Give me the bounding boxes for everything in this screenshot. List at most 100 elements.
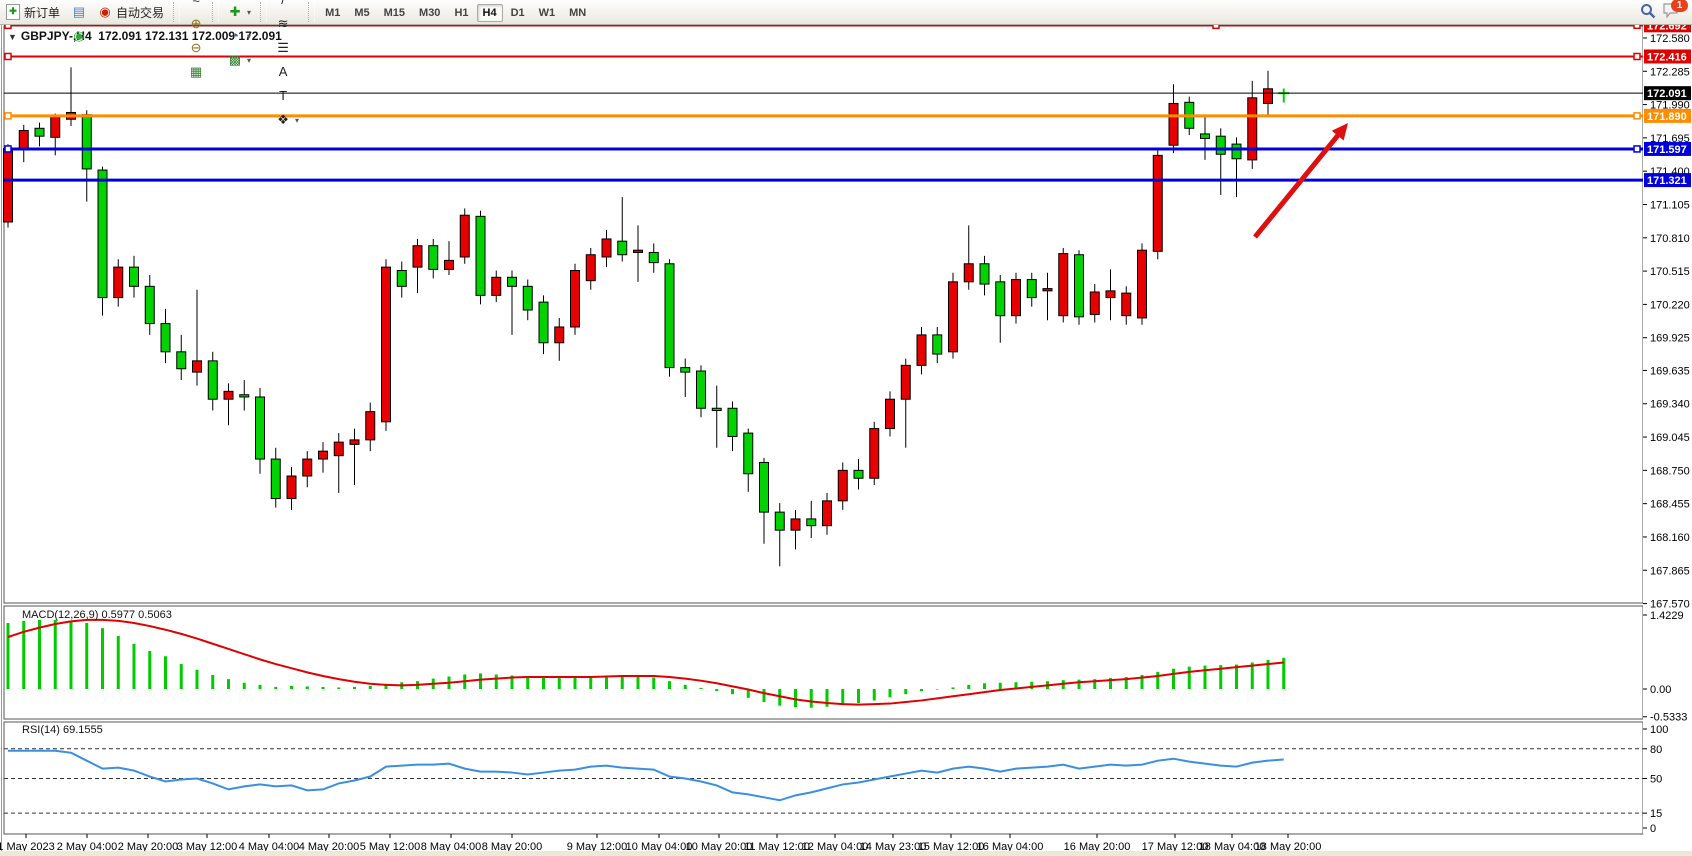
chart-dropdown-icon[interactable]: ▼ bbox=[8, 32, 17, 42]
hline-objects[interactable] bbox=[4, 25, 1643, 182]
price-tick: 167.865 bbox=[1650, 565, 1690, 577]
price-tick: 170.515 bbox=[1650, 266, 1690, 278]
timeframe-m15[interactable]: M15 bbox=[383, 7, 406, 19]
price-label-box bbox=[1644, 49, 1691, 64]
signals-button[interactable]: ◉ bbox=[67, 24, 91, 48]
fibonacci-button[interactable]: ☰ bbox=[271, 36, 304, 60]
svg-text:171.890: 171.890 bbox=[1647, 111, 1687, 123]
macd-tick: -0.5333 bbox=[1650, 712, 1687, 724]
price-tick: 171.990 bbox=[1650, 100, 1690, 112]
window-bottom-edge bbox=[0, 851, 1692, 856]
time-tick-label: 8 May 04:00 bbox=[421, 841, 482, 853]
auto-trading-button[interactable]: ◉ 自动交易 bbox=[93, 0, 169, 24]
time-tick-label: 15 May 12:00 bbox=[918, 841, 985, 853]
timeframe-m30[interactable]: M30 bbox=[419, 7, 441, 19]
price-tick: 168.160 bbox=[1650, 532, 1690, 544]
zoom-in-button[interactable]: ⊕ bbox=[184, 12, 208, 36]
time-tick-label: 8 May 20:00 bbox=[482, 841, 543, 853]
price-tick: 171.695 bbox=[1650, 133, 1690, 145]
line-handle[interactable] bbox=[1633, 25, 1641, 30]
signals-icon: ◉ bbox=[73, 28, 85, 43]
templates-button[interactable]: ▩ ▾ bbox=[223, 48, 256, 72]
macd-pane[interactable] bbox=[3, 605, 1644, 720]
chart-canvas[interactable]: 172.580172.285171.990171.695171.400171.1… bbox=[0, 25, 1692, 856]
time-tick-label: 4 May 20:00 bbox=[299, 841, 360, 853]
new-order-button[interactable]: ✚ 新订单 bbox=[1, 0, 65, 24]
price-tick: 169.340 bbox=[1650, 399, 1690, 411]
chevron-down-icon: ▾ bbox=[247, 55, 252, 65]
time-tick-label: 3 May 12:00 bbox=[177, 841, 238, 853]
toolbar-separator bbox=[173, 2, 181, 22]
price-axis-labels: 172.580172.285171.990171.695171.400171.1… bbox=[1643, 25, 1691, 835]
line-handle[interactable] bbox=[1633, 145, 1641, 153]
arrow-annotation[interactable] bbox=[1253, 127, 1345, 239]
line-handle[interactable] bbox=[1633, 112, 1641, 120]
label-button[interactable]: T bbox=[271, 84, 304, 108]
chevron-down-icon: ▾ bbox=[247, 7, 252, 17]
svg-text:172.692: 172.692 bbox=[1647, 25, 1687, 32]
timeframe-d1[interactable]: D1 bbox=[510, 7, 525, 19]
price-tick: 172.580 bbox=[1650, 33, 1690, 45]
line-handle[interactable] bbox=[4, 112, 12, 120]
price-label-box bbox=[1644, 141, 1691, 156]
price-label-box bbox=[1644, 173, 1691, 188]
rsi-line bbox=[8, 749, 1284, 802]
indicators-button[interactable]: ✚ ▾ bbox=[223, 0, 256, 24]
timeframe-m5[interactable]: M5 bbox=[354, 7, 370, 19]
tile-windows-button[interactable]: ▦ bbox=[184, 60, 208, 84]
time-axis[interactable]: 1 May 2023 2 May 04:00 2 May 20:003 May 12… bbox=[0, 834, 1321, 853]
line-handle[interactable] bbox=[4, 25, 12, 30]
rsi-tick: 15 bbox=[1650, 808, 1662, 820]
timeframe-h1[interactable]: H1 bbox=[454, 7, 469, 19]
time-tick-label: 16 May 04:00 bbox=[977, 841, 1044, 853]
market-watch-icon: ▤ bbox=[72, 4, 86, 19]
toolbar-separator bbox=[308, 2, 316, 22]
fibonacci-icon: ☰ bbox=[277, 40, 289, 55]
line-handle[interactable] bbox=[1633, 52, 1641, 61]
time-tick-label: 17 May 12:00 bbox=[1142, 841, 1209, 853]
chart-symbol-period: GBPJPY-,H4 bbox=[20, 29, 92, 43]
price-tick: 170.220 bbox=[1650, 299, 1690, 311]
auto-trading-label: 自动交易 bbox=[116, 5, 165, 20]
price-tick: 167.570 bbox=[1650, 599, 1690, 611]
price-axis[interactable] bbox=[1643, 26, 1692, 834]
channel-button[interactable]: ≋ bbox=[271, 12, 304, 36]
time-tick-label: 5 May 12:00 bbox=[360, 841, 421, 853]
price-label-box bbox=[1644, 108, 1691, 123]
arrows-button[interactable]: ❖ ▾ bbox=[271, 108, 304, 132]
line-handle[interactable] bbox=[4, 145, 12, 153]
timeframe-m1[interactable]: M1 bbox=[325, 7, 341, 19]
line-handle[interactable] bbox=[1212, 25, 1220, 30]
timeframe-h4[interactable]: H4 bbox=[476, 4, 503, 22]
time-tick-label: 10 May 04:00 bbox=[626, 841, 693, 853]
trendline-button[interactable]: / bbox=[271, 0, 304, 12]
price-tick: 169.925 bbox=[1650, 333, 1690, 345]
time-tick-label: 2 May 04:00 bbox=[57, 841, 118, 853]
notification-badge: 1 bbox=[1671, 0, 1688, 12]
macd-tick: 0.00 bbox=[1650, 684, 1671, 696]
market-watch-button[interactable]: ▤ bbox=[67, 0, 91, 24]
timeframe-mn[interactable]: MN bbox=[569, 7, 587, 19]
text-button[interactable]: A bbox=[271, 60, 304, 84]
rsi-tick: 50 bbox=[1650, 774, 1662, 786]
timeframe-w1[interactable]: W1 bbox=[538, 7, 556, 19]
time-tick-label: 18 May 20:00 bbox=[1255, 841, 1322, 853]
chevron-down-icon: ▾ bbox=[247, 31, 252, 41]
periods-button[interactable]: ◔ ▾ bbox=[223, 24, 256, 48]
line-chart-button[interactable]: ≈ bbox=[184, 0, 208, 12]
search-icon[interactable] bbox=[1640, 3, 1656, 22]
time-tick-label: 12 May 04:00 bbox=[802, 841, 869, 853]
new-order-icon: ✚ bbox=[6, 4, 20, 20]
time-tick-label: 9 May 12:00 bbox=[567, 841, 628, 853]
periods-icon: ◔ bbox=[231, 28, 239, 43]
chart-window[interactable]: 172.580 172.285 171.990 171.695 171.400 171.1… bbox=[0, 25, 1692, 856]
line-handle[interactable] bbox=[4, 52, 12, 61]
rsi-tick: 0 bbox=[1650, 823, 1656, 835]
price-tick: 169.045 bbox=[1650, 432, 1690, 444]
auto-trading-icon: ◉ bbox=[99, 4, 111, 19]
notifications-icon[interactable]: 1 bbox=[1662, 0, 1688, 22]
chart-title[interactable]: ▼ GBPJPY-,H4 172.091 172.131 172.009 172.… bbox=[8, 29, 282, 43]
price-tick: 172.285 bbox=[1650, 66, 1690, 78]
zoom-out-button[interactable]: ⊖ bbox=[184, 36, 208, 60]
